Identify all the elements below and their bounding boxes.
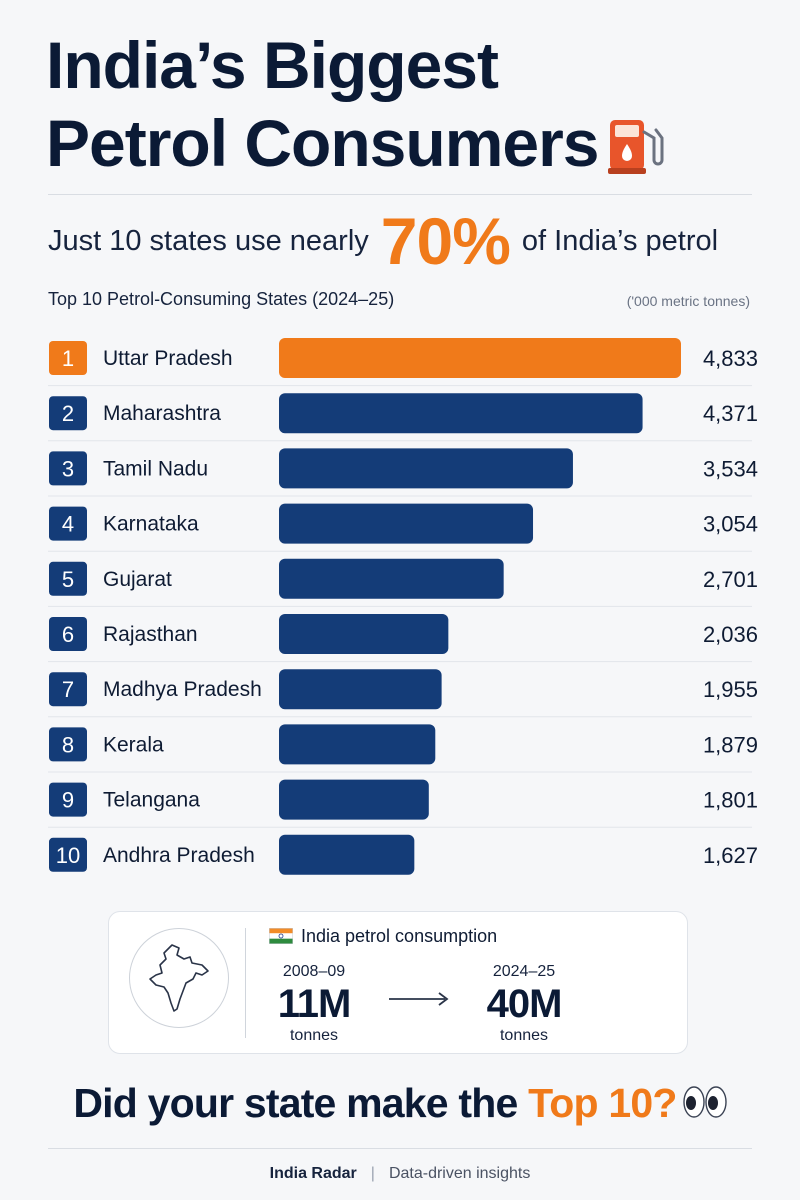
rank-badge — [49, 506, 87, 541]
category-label: Gujarat — [103, 568, 172, 591]
fuel-pump-icon — [608, 112, 664, 190]
category-label: Tamil Nadu — [103, 457, 208, 480]
headline-subtitle: Just 10 states use nearly 70% of India’s… — [48, 196, 768, 286]
cta-accent: Top 10? — [528, 1080, 677, 1126]
value-label: 4,371 — [703, 401, 758, 426]
stat-from: 2008–09 11M tonnes — [259, 962, 369, 1046]
rank-badge — [49, 341, 87, 375]
india-map-icon — [129, 928, 229, 1028]
title-line-2: Petrol Consumers — [46, 106, 599, 180]
rank-number: 10 — [56, 843, 80, 868]
category-label: Uttar Pradesh — [103, 347, 233, 370]
value-label: 3,054 — [703, 512, 758, 537]
stat-from-unit: tonnes — [289, 1027, 339, 1044]
rank-number: 2 — [62, 401, 74, 426]
stat-from-year: 2008–09 — [282, 963, 346, 980]
rank-badge — [49, 617, 87, 651]
rank-badge — [49, 837, 87, 872]
bar — [279, 503, 534, 544]
rank-badge — [49, 451, 87, 486]
category-label: Madhya Pradesh — [103, 678, 262, 701]
rank-badge — [49, 396, 87, 431]
bar — [279, 779, 429, 820]
chart-title: Top 10 Petrol-Consuming States (2024–25) — [48, 289, 395, 309]
chart-unit-label: ('000 metric tonnes) — [626, 293, 750, 309]
stat-to: 2024–25 40M tonnes — [469, 962, 579, 1046]
rank-number: 1 — [62, 346, 74, 371]
subtitle-post: of India’s petrol — [521, 224, 719, 257]
rank-number: 9 — [62, 788, 74, 813]
footer-divider — [48, 1148, 752, 1149]
eyes-icon — [682, 1082, 727, 1129]
footer-tagline: Data-driven insights — [388, 1165, 531, 1182]
title-line-1: India’s Biggest — [46, 28, 499, 102]
stat-to-value: 40M — [486, 982, 563, 1026]
footer-brand: India Radar — [269, 1165, 357, 1182]
category-label: Rajasthan — [103, 623, 198, 646]
category-label: Karnataka — [103, 513, 199, 536]
stat-to-unit: tonnes — [499, 1027, 549, 1044]
call-to-action: Did your state make the Top 10? — [0, 1080, 800, 1129]
value-label: 2,701 — [703, 567, 758, 592]
category-label: Andhra Pradesh — [103, 844, 255, 867]
value-label: 3,534 — [703, 456, 758, 481]
rank-badge — [49, 727, 87, 762]
bar — [279, 558, 504, 599]
card-title: India petrol consumption — [301, 926, 498, 946]
stat-to-year: 2024–25 — [492, 963, 556, 980]
bar — [279, 724, 436, 765]
rank-number: 3 — [62, 456, 74, 481]
stat-from-value: 11M — [277, 982, 352, 1026]
bar — [279, 448, 573, 489]
bar — [279, 669, 442, 710]
arrow-right-icon — [389, 992, 449, 1011]
bar — [279, 393, 643, 434]
bar — [279, 614, 449, 654]
rank-number: 6 — [62, 622, 74, 647]
cta-text: Did your state make the — [73, 1080, 518, 1126]
rank-number: 7 — [62, 677, 74, 702]
value-label: 1,801 — [703, 788, 758, 813]
category-label: Telangana — [103, 789, 200, 812]
subtitle-pre: Just 10 states use nearly — [48, 224, 369, 257]
rank-number: 5 — [62, 567, 74, 592]
value-label: 2,036 — [703, 622, 758, 647]
rank-number: 4 — [62, 512, 74, 537]
category-label: Kerala — [103, 733, 164, 756]
summary-card: India petrol consumption 2008–09 11M ton… — [108, 911, 688, 1054]
category-label: Maharashtra — [103, 402, 221, 425]
footer-separator: | — [370, 1165, 375, 1182]
value-label: 1,627 — [703, 843, 758, 868]
value-label: 1,955 — [703, 677, 758, 702]
bar — [279, 338, 681, 378]
subtitle-percentage: 70% — [380, 204, 511, 278]
card-divider — [245, 928, 246, 1038]
rank-badge — [49, 782, 87, 817]
page-title: India’s Biggest Petrol Consumers — [46, 26, 766, 190]
rank-badge — [49, 561, 87, 596]
value-label: 4,833 — [703, 346, 758, 371]
rank-number: 8 — [62, 732, 74, 757]
bar — [279, 834, 415, 875]
value-label: 1,879 — [703, 732, 758, 757]
rank-badge — [49, 672, 87, 707]
title-divider — [48, 194, 752, 195]
india-flag-icon — [269, 928, 293, 949]
footer: India Radar | Data-driven insights — [0, 1165, 800, 1183]
